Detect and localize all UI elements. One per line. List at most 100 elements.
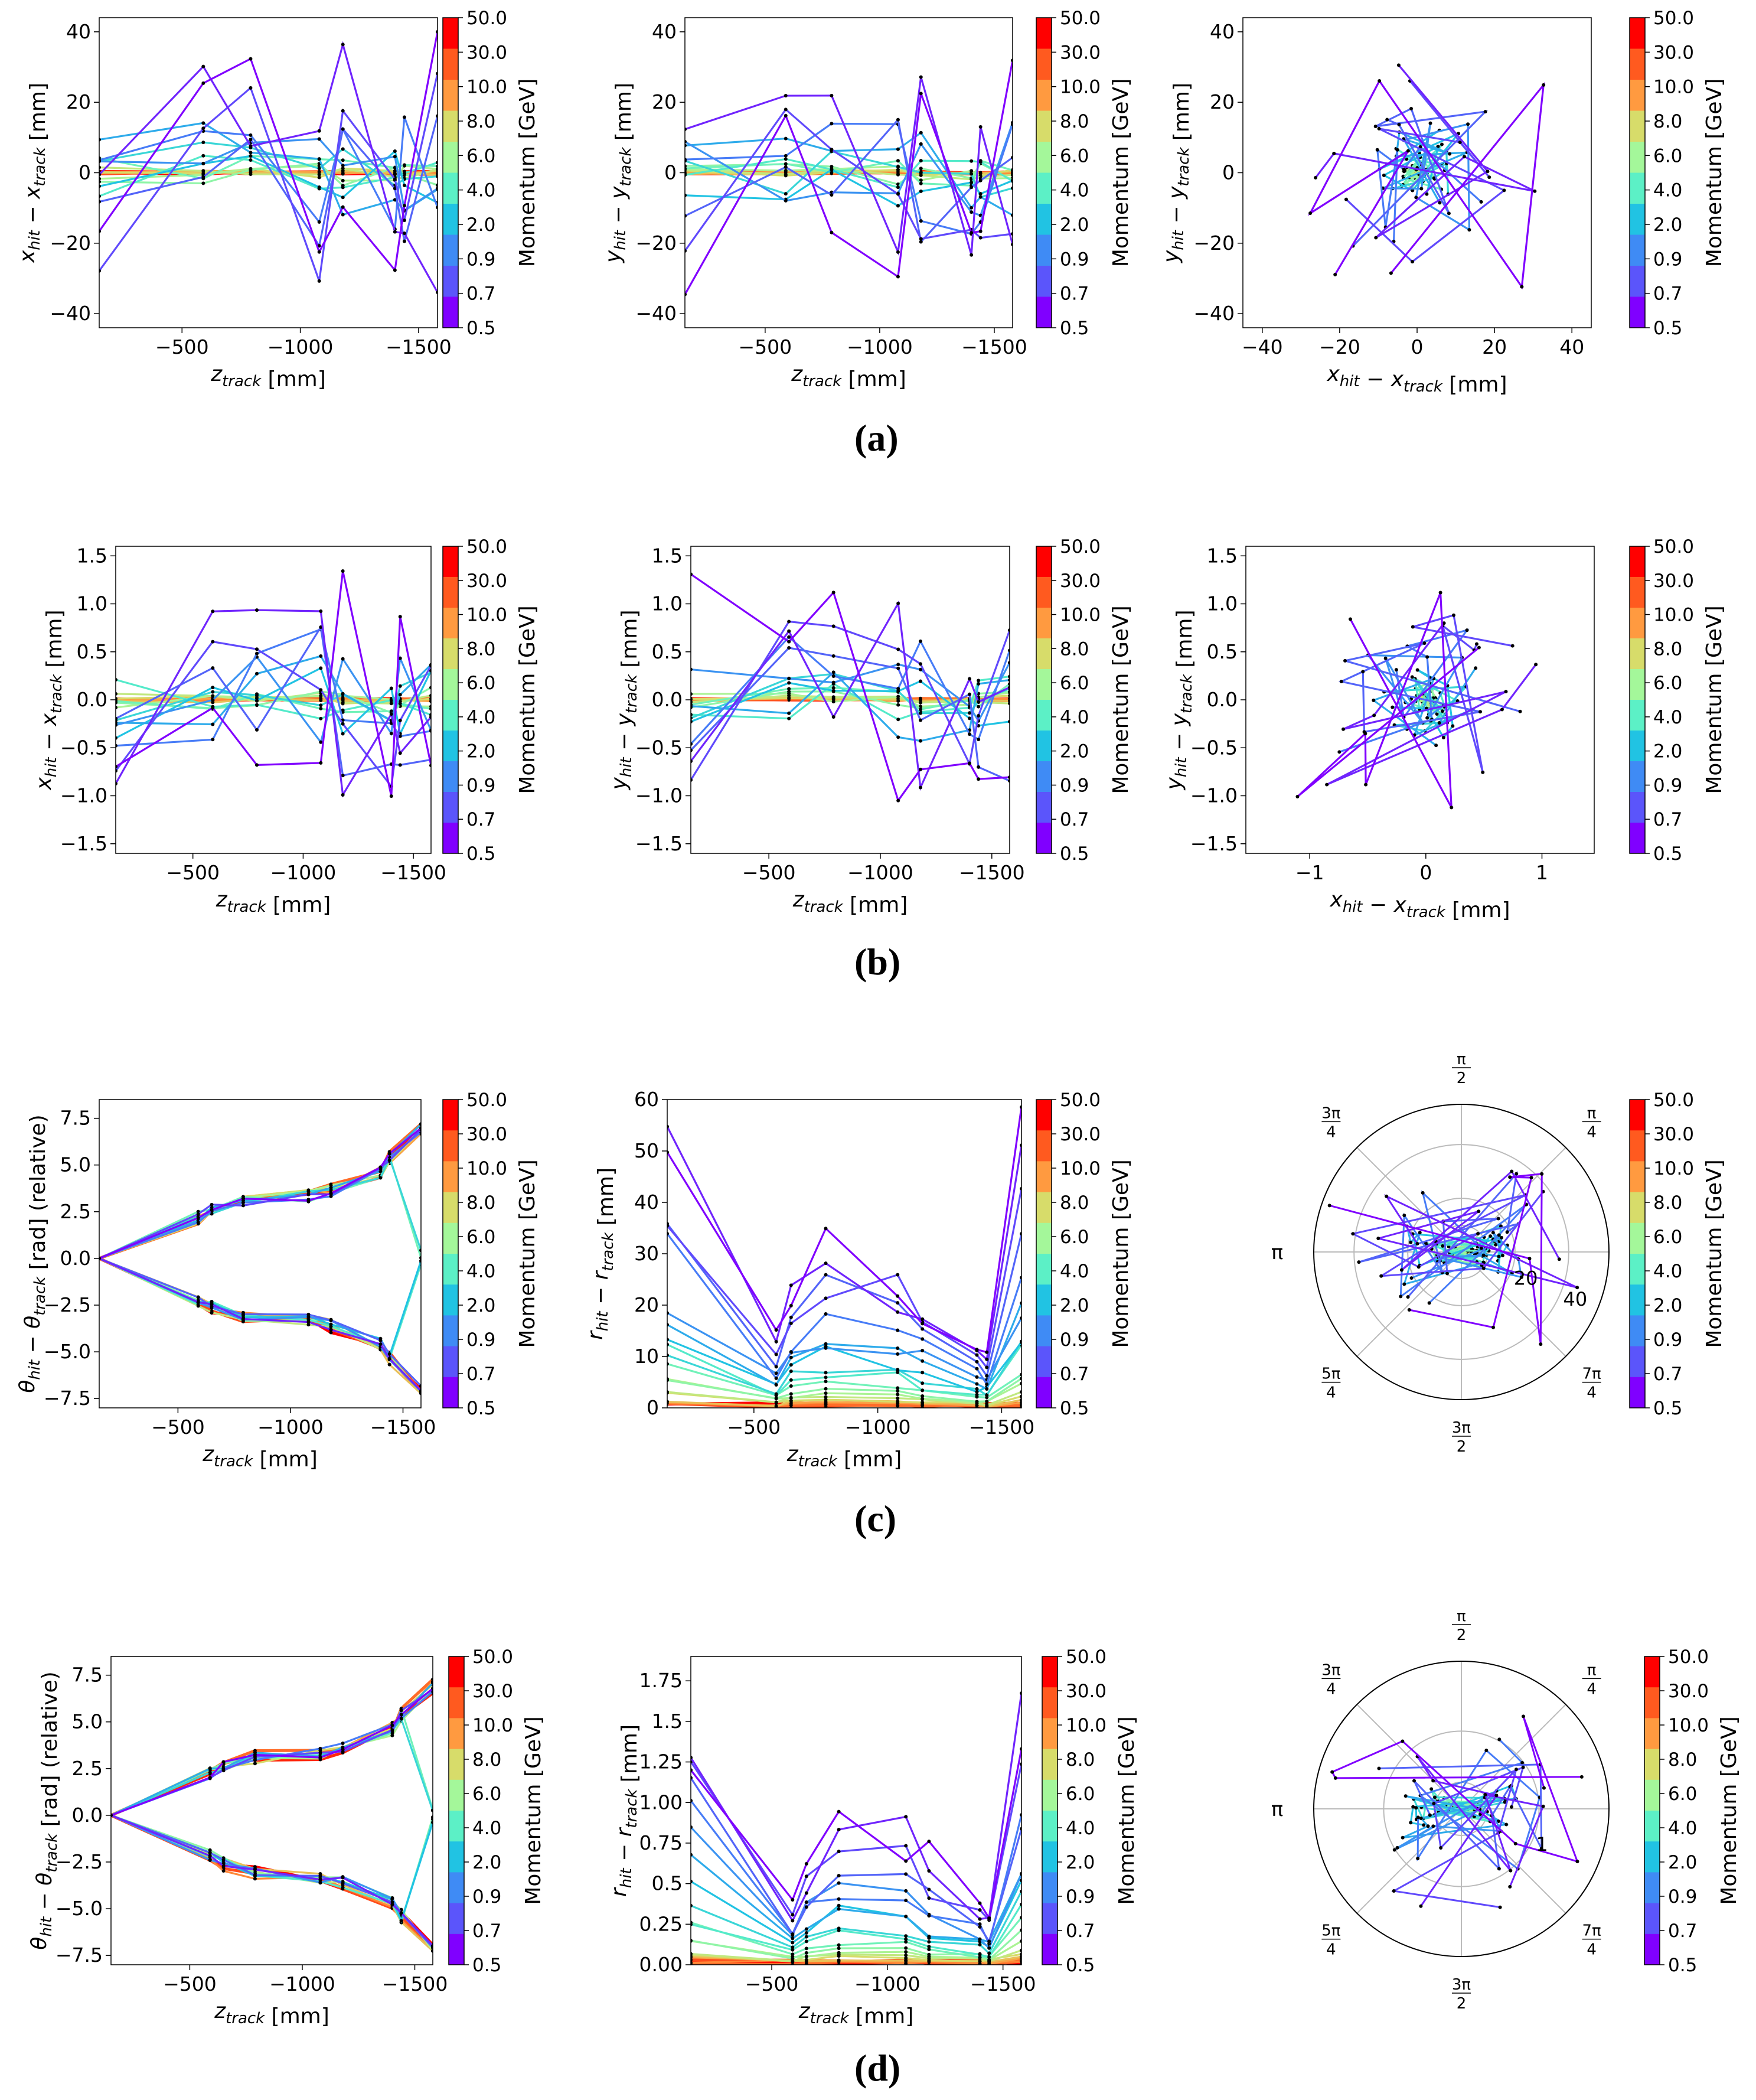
hit-point (318, 173, 321, 177)
hit-point (830, 148, 833, 151)
hit-point (985, 1358, 988, 1361)
colorbar-segment (1042, 1780, 1057, 1811)
hit-point (1409, 1821, 1412, 1824)
hit-point (1542, 1805, 1545, 1808)
hit-point (919, 237, 923, 240)
polar-angle-label: 3π2 (1452, 1976, 1471, 2013)
polar-angle-label: π2 (1452, 1607, 1471, 1644)
row-d-caption: (d) (854, 2046, 900, 2090)
hit-point (255, 703, 259, 706)
y-tick-label: 1.00 (639, 1791, 683, 1814)
hit-point (987, 1951, 991, 1955)
hit-point (896, 165, 900, 169)
hit-point (919, 701, 922, 705)
x-tick-label: −1500 (386, 335, 452, 358)
hit-point (824, 1261, 828, 1265)
hit-point (775, 1328, 778, 1332)
hit-point (1411, 675, 1414, 679)
colorbar-tick-label: 2.0 (466, 1295, 495, 1316)
colorbar-tick-label: 50.0 (466, 1090, 507, 1111)
colorbar-segment (1630, 1161, 1645, 1192)
colorbar-segment (1630, 700, 1645, 731)
hit-point (1351, 1232, 1354, 1235)
hit-point (904, 1954, 908, 1957)
colorbar-tick-label: 2.0 (1060, 741, 1089, 762)
hit-point (201, 181, 205, 185)
colorbar-segment (1630, 1315, 1645, 1346)
track-line (116, 571, 431, 796)
hit-point (791, 1956, 794, 1960)
polar-angle-denominator: 2 (1457, 1438, 1467, 1456)
hit-point (1412, 1779, 1416, 1783)
hit-point (201, 126, 205, 130)
hit-point (787, 640, 791, 644)
hit-point (1406, 1295, 1410, 1299)
hit-point (1497, 1737, 1501, 1741)
hit-point (1514, 1842, 1517, 1845)
hit-point (1542, 83, 1545, 87)
hit-point (341, 128, 345, 131)
hit-point (896, 1301, 899, 1305)
colorbar-tick-label: 2.0 (472, 1852, 501, 1873)
hit-point (919, 712, 922, 715)
hit-point (985, 1351, 988, 1354)
colorbar-title: Momentum [GeV] (1109, 79, 1133, 267)
hit-point (919, 92, 923, 95)
y-tick-label: 1.0 (652, 592, 683, 615)
colorbar-tick-label: 0.5 (1653, 1398, 1682, 1419)
y-tick-label: 1.0 (1207, 592, 1238, 615)
row-a-caption: (a) (854, 416, 899, 460)
hit-point (975, 1348, 978, 1351)
hit-point (837, 1874, 841, 1877)
y-tick-label: −0.5 (60, 736, 107, 759)
hit-point (1419, 1905, 1422, 1908)
colorbar-segment (443, 297, 458, 328)
hit-point (1425, 655, 1429, 658)
y-tick-label: −1.5 (1190, 832, 1238, 855)
hit-point (787, 687, 791, 690)
hit-point (832, 674, 835, 678)
hit-point (970, 253, 973, 257)
colorbar-segment (1644, 1687, 1660, 1719)
hit-point (1363, 732, 1367, 735)
hit-point (1314, 176, 1317, 180)
colorbar-tick-label: 50.0 (1060, 1090, 1101, 1111)
hit-point (1410, 1276, 1414, 1280)
hit-point (306, 1313, 310, 1316)
colorbar-segment (1036, 823, 1052, 854)
y-tick-label: −1.5 (635, 832, 683, 855)
colorbar-title: Momentum [GeV] (1702, 605, 1726, 794)
hit-point (805, 1951, 808, 1955)
track-line (691, 1749, 1021, 1918)
hit-point (789, 1369, 793, 1373)
colorbar-segment (449, 1934, 464, 1965)
x-tick-label: −500 (166, 861, 220, 884)
hit-point (775, 1365, 778, 1368)
hit-point (978, 1953, 982, 1956)
hit-point (249, 138, 252, 141)
polar-angle-denominator: 4 (1326, 1123, 1336, 1141)
hit-point (201, 162, 205, 165)
hit-point (979, 179, 983, 182)
hit-point (341, 1881, 345, 1885)
y-tick-label: −7.5 (44, 1387, 91, 1410)
hit-point (919, 662, 922, 666)
hit-point (978, 1918, 982, 1921)
hit-point (1349, 617, 1352, 621)
a3-colorbar: 50.030.010.08.06.04.02.00.90.70.5Momentu… (1630, 8, 1726, 339)
hit-point (210, 1310, 214, 1314)
track-line (1297, 593, 1479, 808)
hit-point (1519, 710, 1522, 713)
hit-point (784, 107, 788, 111)
hit-point (927, 1840, 931, 1843)
colorbar-segment (1036, 1284, 1052, 1316)
colorbar-segment (443, 266, 458, 297)
hit-point (1401, 1739, 1404, 1743)
hit-point (341, 732, 345, 736)
colorbar-tick-label: 0.7 (1653, 1364, 1682, 1385)
hit-point (211, 706, 214, 710)
hit-point (241, 1317, 245, 1320)
hit-point (201, 121, 205, 125)
hit-point (201, 65, 205, 69)
hit-point (253, 1758, 257, 1762)
